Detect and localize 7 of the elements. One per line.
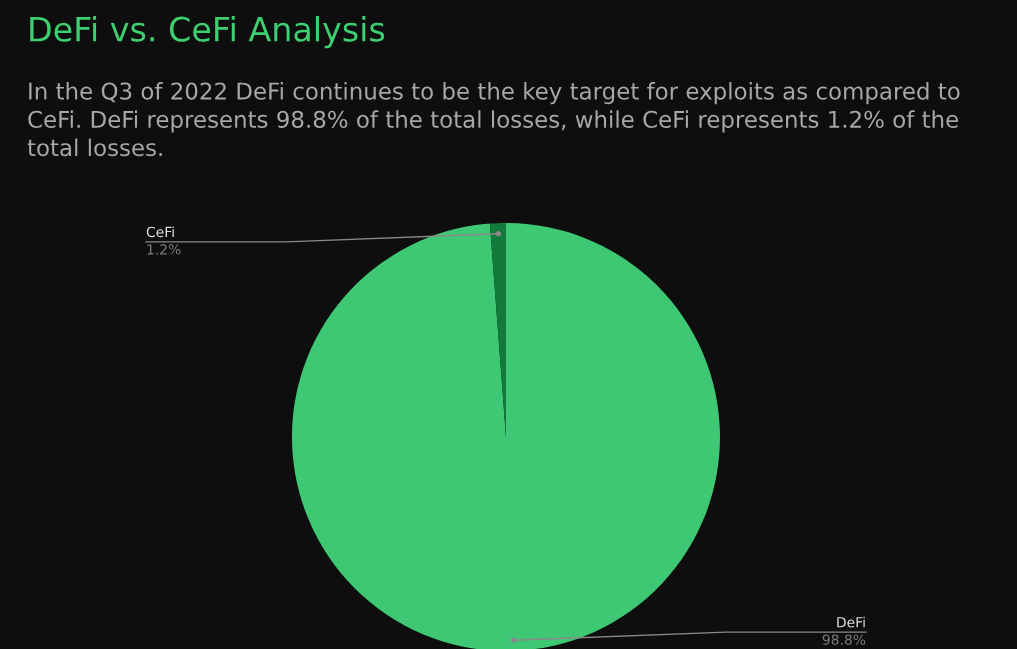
chart-title: DeFi vs. CeFi Analysis [30, 16, 385, 49]
slice-label: CeFi [146, 226, 174, 238]
chart-subtitle: In the Q3 of 2022 DeFi continues to be the key target for exploits as compared to CeFi. DeFi represents 98.8% of the total losses, while CeFi represents 1.2% of the total losses. [27, 82, 960, 157]
data-label: 1.2% [147, 244, 181, 255]
pie-slice [292, 223, 720, 649]
slice-label: DeFi [837, 616, 865, 628]
data-label: 98.8% [822, 634, 866, 645]
